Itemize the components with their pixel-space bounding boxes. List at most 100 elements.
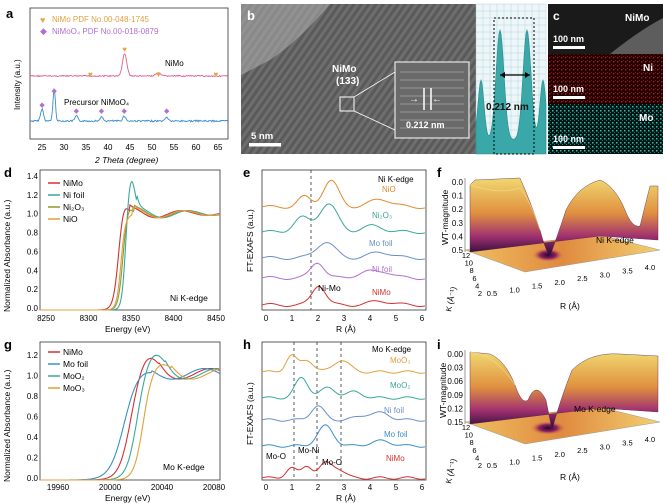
eds-map-ni [548, 54, 663, 104]
tick-g-y-0: 0.0 [27, 474, 39, 483]
panel-c-label: c [553, 9, 560, 23]
eds-nimo-scale-label: 100 nm [553, 34, 584, 44]
tick-f-k-3: 6 [472, 274, 476, 283]
xanes-ni-foil [40, 180, 221, 311]
panel-d-legend: NiMo Ni foil Ni₂O₃ NiO [48, 178, 84, 224]
tick-e-x-5: 5 [394, 314, 399, 323]
panel-d-curves [40, 180, 221, 311]
tick-g-y-4: 0.8 [27, 392, 39, 401]
tick-g-y-5: 1.0 [27, 372, 39, 381]
trace-e-mofoil: Mo foil [369, 239, 393, 248]
panel-a-frame [29, 7, 229, 140]
tem-inset-lattice [400, 71, 464, 129]
tem-zoom-line-bottom [353, 110, 396, 131]
panel-h-annotation-2: Mo-Ni [298, 446, 320, 455]
trace-h-nifoil: Ni foil [384, 406, 404, 415]
tick-a-x-8: 65 [214, 143, 223, 152]
tick-i-k-3: 6 [472, 446, 476, 455]
heart-marker-icon-2: ♥ [156, 70, 161, 79]
panel-g: g NiMo Mo foil MoO₂ MoO₃ Mo K-edge 0.00.… [2, 337, 226, 503]
tick-f-r-6: 3.5 [622, 267, 632, 276]
panel-f-label: f [437, 165, 442, 180]
eds-mo-scale-bar [553, 146, 585, 149]
tick-i-k-2: 8 [470, 438, 474, 447]
tick-i-k-0: 12 [462, 423, 470, 432]
tick-d-y-1: 0.2 [27, 285, 39, 294]
tick-i-r-6: 3.5 [622, 439, 632, 448]
wt-surface [469, 177, 659, 257]
panel-e: e Ni K-edge NiO Ni₂O₃ Mo foil Ni foil Ni… [243, 165, 427, 334]
tick-h-x-5: 5 [394, 483, 399, 492]
panel-e-xticks: 0 1 2 3 4 5 6 [264, 314, 425, 323]
arrowhead-right-icon [525, 72, 530, 78]
eds-nimo-scale-bar [553, 46, 585, 49]
legend-g-moo2: MoO₂ [63, 371, 85, 381]
tick-f-z-3: 0.3 [452, 219, 464, 228]
tick-f-r-1: 1.0 [509, 285, 519, 294]
tick-i-z-5: 0.15 [447, 418, 463, 427]
tick-a-x-6: 55 [170, 143, 179, 152]
trace-e-nimo: NiMo [372, 288, 391, 297]
tick-i-r-3: 2.0 [554, 450, 564, 459]
wt-surface-mo-highlight [469, 351, 516, 386]
wt-surface-highlight [469, 184, 541, 231]
tick-i-r-2: 1.5 [532, 454, 542, 463]
panel-f-rticks: 0.5 1.0 1.5 2.0 2.5 3.0 3.5 4.0 [487, 263, 655, 298]
panel-c: c NiMo Ni Mo 100 nm 100 nm 100 nm [548, 4, 663, 154]
tick-d-y-0: 0.0 [27, 304, 39, 313]
diamond-marker-icon-4: ◆ [121, 108, 127, 115]
tick-g-x-0: 19960 [47, 483, 70, 492]
tick-i-z-0: 0.00 [447, 350, 463, 359]
panel-f-rlabel: R (Å) [560, 301, 580, 311]
panel-h-label: h [243, 337, 251, 352]
eds-ni-scale-bar [553, 96, 585, 99]
tick-e-x-0: 0 [264, 314, 269, 323]
panel-e-label: e [243, 165, 250, 180]
panel-b-label: b [247, 8, 255, 23]
wt-floor-hotspot [532, 248, 564, 262]
panel-h-edge: Mo K-edge [372, 345, 412, 354]
eds-mo-scale-label: 100 nm [553, 134, 584, 144]
xanes-moo3 [40, 364, 221, 481]
legend-nimo-pdf: NiMo PDF No.00-048-1745 [52, 15, 149, 24]
tem-amorphous-region [241, 4, 330, 75]
tick-e-x-2: 2 [316, 314, 321, 323]
panel-d-xlabel: Energy (eV) [105, 324, 151, 334]
intensity-profile [475, 28, 547, 155]
exafs-ni-nimo [261, 286, 425, 307]
diamond-marker-icon-1: ◆ [51, 88, 57, 95]
tick-g-y-6: 1.2 [27, 351, 39, 360]
exafs-ni-mofoil [261, 242, 425, 260]
xrd-peak-markers: ♥ ♥ ♥ ♥ ◆ ◆ ◆ ◆ ◆ ◆ [39, 45, 218, 115]
legend-d-nio: NiO [63, 214, 78, 224]
panel-i-rticks: 0.5 1.0 1.5 2.0 2.5 3.0 3.5 4.0 [487, 435, 655, 470]
panel-g-edge: Mo K-edge [163, 462, 205, 472]
legend-g-moo3: MoO₃ [63, 383, 85, 393]
legend-d-nimo: NiMo [63, 178, 83, 188]
exafs-mo-moo2 [261, 376, 425, 400]
panel-f: f 0.0 0.1 0.2 0.3 0.4 0.5 WT-magnitude Ni K-e… [437, 165, 661, 312]
panel-g-legend: NiMo Mo foil MoO₂ MoO₃ [48, 347, 88, 393]
tick-d-x-0: 8250 [37, 314, 55, 323]
tick-f-k-4: 4 [475, 281, 479, 290]
panel-g-frame [39, 341, 221, 481]
tick-i-z-1: 0.03 [447, 364, 463, 373]
tick-f-r-5: 3.0 [600, 270, 610, 279]
tick-d-y-5: 1.0 [27, 210, 39, 219]
tem-scale-bar [249, 143, 281, 147]
xrd-nimo-trace [29, 53, 228, 78]
panel-h-curves [261, 354, 425, 480]
tick-e-x-6: 6 [420, 314, 425, 323]
tick-i-r-5: 3.0 [600, 442, 610, 451]
panel-a-xlabel: 2 Theta (degree) [94, 155, 158, 165]
legend-d-nifoil: Ni foil [63, 190, 84, 200]
panel-h-annotation-3: Mo-O [322, 458, 342, 467]
tick-i-r-1: 1.0 [509, 457, 519, 466]
diamond-marker-icon-3: ◆ [99, 108, 105, 115]
eds-ni-scale-label: 100 nm [553, 84, 584, 94]
tick-f-r-3: 2.0 [554, 278, 564, 287]
panel-e-edge: Ni K-edge [378, 175, 414, 184]
panel-f-edge: Ni K-edge [596, 235, 634, 245]
